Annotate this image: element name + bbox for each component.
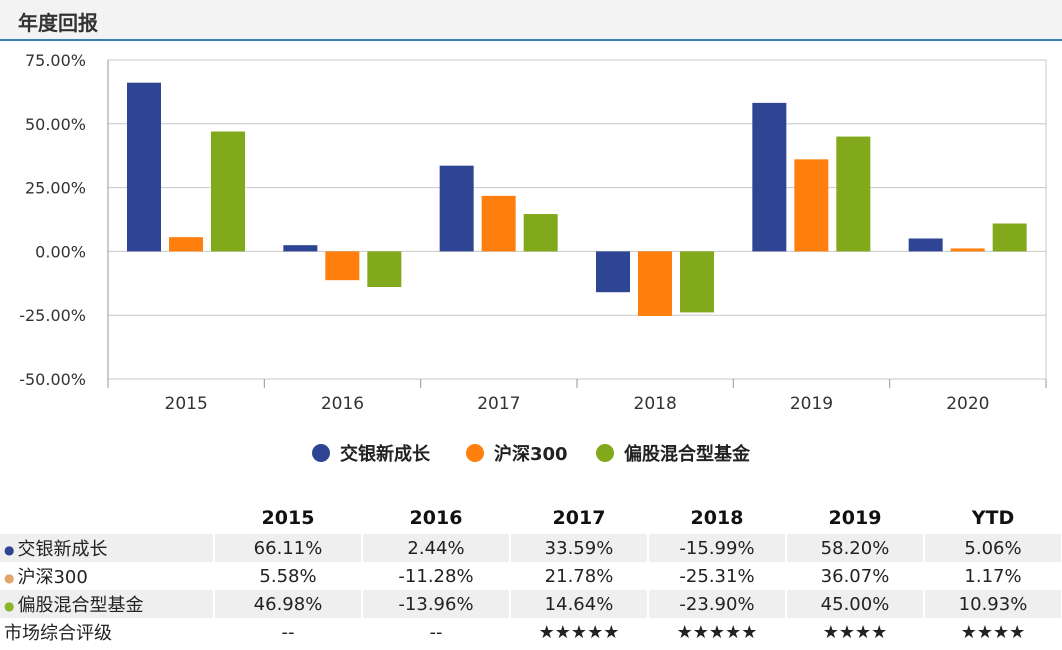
table-header-cell: 2017 <box>552 507 606 529</box>
y-tick-label: -25.00% <box>19 306 86 325</box>
bullet-icon: ● <box>4 599 15 613</box>
bar <box>992 223 1027 252</box>
section-title: 年度回报 <box>18 11 98 35</box>
table-cell: 10.93% <box>924 590 1062 618</box>
y-tick-label: 25.00% <box>25 179 86 198</box>
row-label: 交银新成长 <box>17 539 108 560</box>
bullet-icon: ● <box>4 543 15 557</box>
annual-return-bar-chart: 75.00% 50.00% 25.00% 0.00% -25.00% -50.00% 201… <box>19 51 1047 414</box>
table-cell: 33.59% <box>510 534 649 562</box>
bar <box>283 245 318 252</box>
row-label-cell: ● 偏股混合型基金 <box>0 590 215 618</box>
bar <box>794 159 829 252</box>
bar <box>367 251 402 288</box>
table-cell: 58.20% <box>786 534 925 562</box>
x-tick-label: 2020 <box>946 394 989 414</box>
legend-dot-icon <box>312 444 330 462</box>
table-header-cell: 2019 <box>828 507 882 529</box>
bar <box>680 251 714 313</box>
table-cell: -15.99% <box>648 534 787 562</box>
row-label-cell: ● 交银新成长 <box>0 534 215 562</box>
row-label-cell: ● 沪深300 <box>0 562 215 590</box>
table-cell: 1.17% <box>924 562 1062 590</box>
bar <box>950 248 985 252</box>
legend-label: 交银新成长 <box>340 444 430 465</box>
table-cell: -11.28% <box>362 562 511 590</box>
x-tick-label: 2016 <box>321 394 364 414</box>
table-cell: 46.98% <box>214 590 363 618</box>
star-rating: ★★★★★ <box>510 618 649 646</box>
star-rating: ★★★★★ <box>648 618 787 646</box>
legend-item-series-3[interactable]: 偏股混合型基金 <box>596 440 750 466</box>
y-tick-label: 75.00% <box>25 51 86 70</box>
table-cell: 45.00% <box>786 590 925 618</box>
table-cell: 14.64% <box>510 590 649 618</box>
rating-cell: -- <box>214 618 363 646</box>
annual-return-table: 2015 2016 2017 2018 2019 YTD ● 交银新成长 66.1… <box>0 502 1062 646</box>
row-label: 市场综合评级 <box>4 623 112 644</box>
table-header-cell: YTD <box>971 507 1015 529</box>
x-tick-label: 2019 <box>790 394 833 414</box>
table-row: ● 交银新成长 66.11% 2.44% 33.59% -15.99% 58.20… <box>0 534 1062 562</box>
bar <box>169 237 203 252</box>
bar <box>211 131 245 252</box>
table-header-cell: 2018 <box>690 507 744 529</box>
table-cell: 66.11% <box>214 534 363 562</box>
star-rating: ★★★★ <box>924 618 1062 646</box>
legend-item-series-1[interactable]: 交银新成长 <box>312 440 430 466</box>
row-label: 偏股混合型基金 <box>17 595 144 616</box>
bar <box>596 251 630 293</box>
table-cell: -23.90% <box>648 590 787 618</box>
y-tick-label: 50.00% <box>25 115 86 134</box>
table-header-cell: 2015 <box>261 507 315 529</box>
table-cell: 2.44% <box>362 534 511 562</box>
bar <box>481 195 516 252</box>
row-label: 沪深300 <box>17 567 88 588</box>
bar <box>638 251 672 316</box>
table-cell: -25.31% <box>648 562 787 590</box>
x-tick-label: 2018 <box>634 394 677 414</box>
star-rating: ★★★★ <box>786 618 925 646</box>
table-row: ● 沪深300 5.58% -11.28% 21.78% -25.31% 36.0… <box>0 562 1062 590</box>
legend-dot-icon <box>466 444 484 462</box>
chart-legend: 交银新成长 沪深300 偏股混合型基金 <box>0 440 1062 466</box>
bar <box>523 214 558 252</box>
bar <box>127 82 161 252</box>
table-cell: 5.06% <box>924 534 1062 562</box>
table-cell: 36.07% <box>786 562 925 590</box>
table-cell: 5.58% <box>214 562 363 590</box>
table-cell: 21.78% <box>510 562 649 590</box>
table-cell: -13.96% <box>362 590 511 618</box>
section-header: 年度回报 <box>0 0 1062 41</box>
bar <box>836 136 871 252</box>
table-row: ● 偏股混合型基金 46.98% -13.96% 14.64% -23.90% 4… <box>0 590 1062 618</box>
bar <box>752 102 787 252</box>
x-tick-label: 2015 <box>165 394 208 414</box>
row-label-cell: 市场综合评级 <box>0 618 215 646</box>
table-header-cell: 2016 <box>409 507 463 529</box>
table-header-row: 2015 2016 2017 2018 2019 YTD <box>0 502 1062 534</box>
legend-label: 沪深300 <box>494 444 568 465</box>
bar <box>325 251 360 281</box>
rating-row: 市场综合评级 -- -- ★★★★★ ★★★★★ ★★★★ ★★★★ <box>0 618 1062 646</box>
table-header-cell <box>0 502 214 534</box>
y-tick-label: -50.00% <box>19 370 86 389</box>
bullet-icon: ● <box>4 571 15 585</box>
y-tick-label: 0.00% <box>35 242 86 261</box>
legend-item-series-2[interactable]: 沪深300 <box>466 440 568 466</box>
x-tick-label: 2017 <box>477 394 520 414</box>
rating-cell: -- <box>362 618 511 646</box>
legend-label: 偏股混合型基金 <box>624 444 750 465</box>
legend-dot-icon <box>596 444 614 462</box>
bar <box>439 165 474 252</box>
bar <box>908 238 943 252</box>
